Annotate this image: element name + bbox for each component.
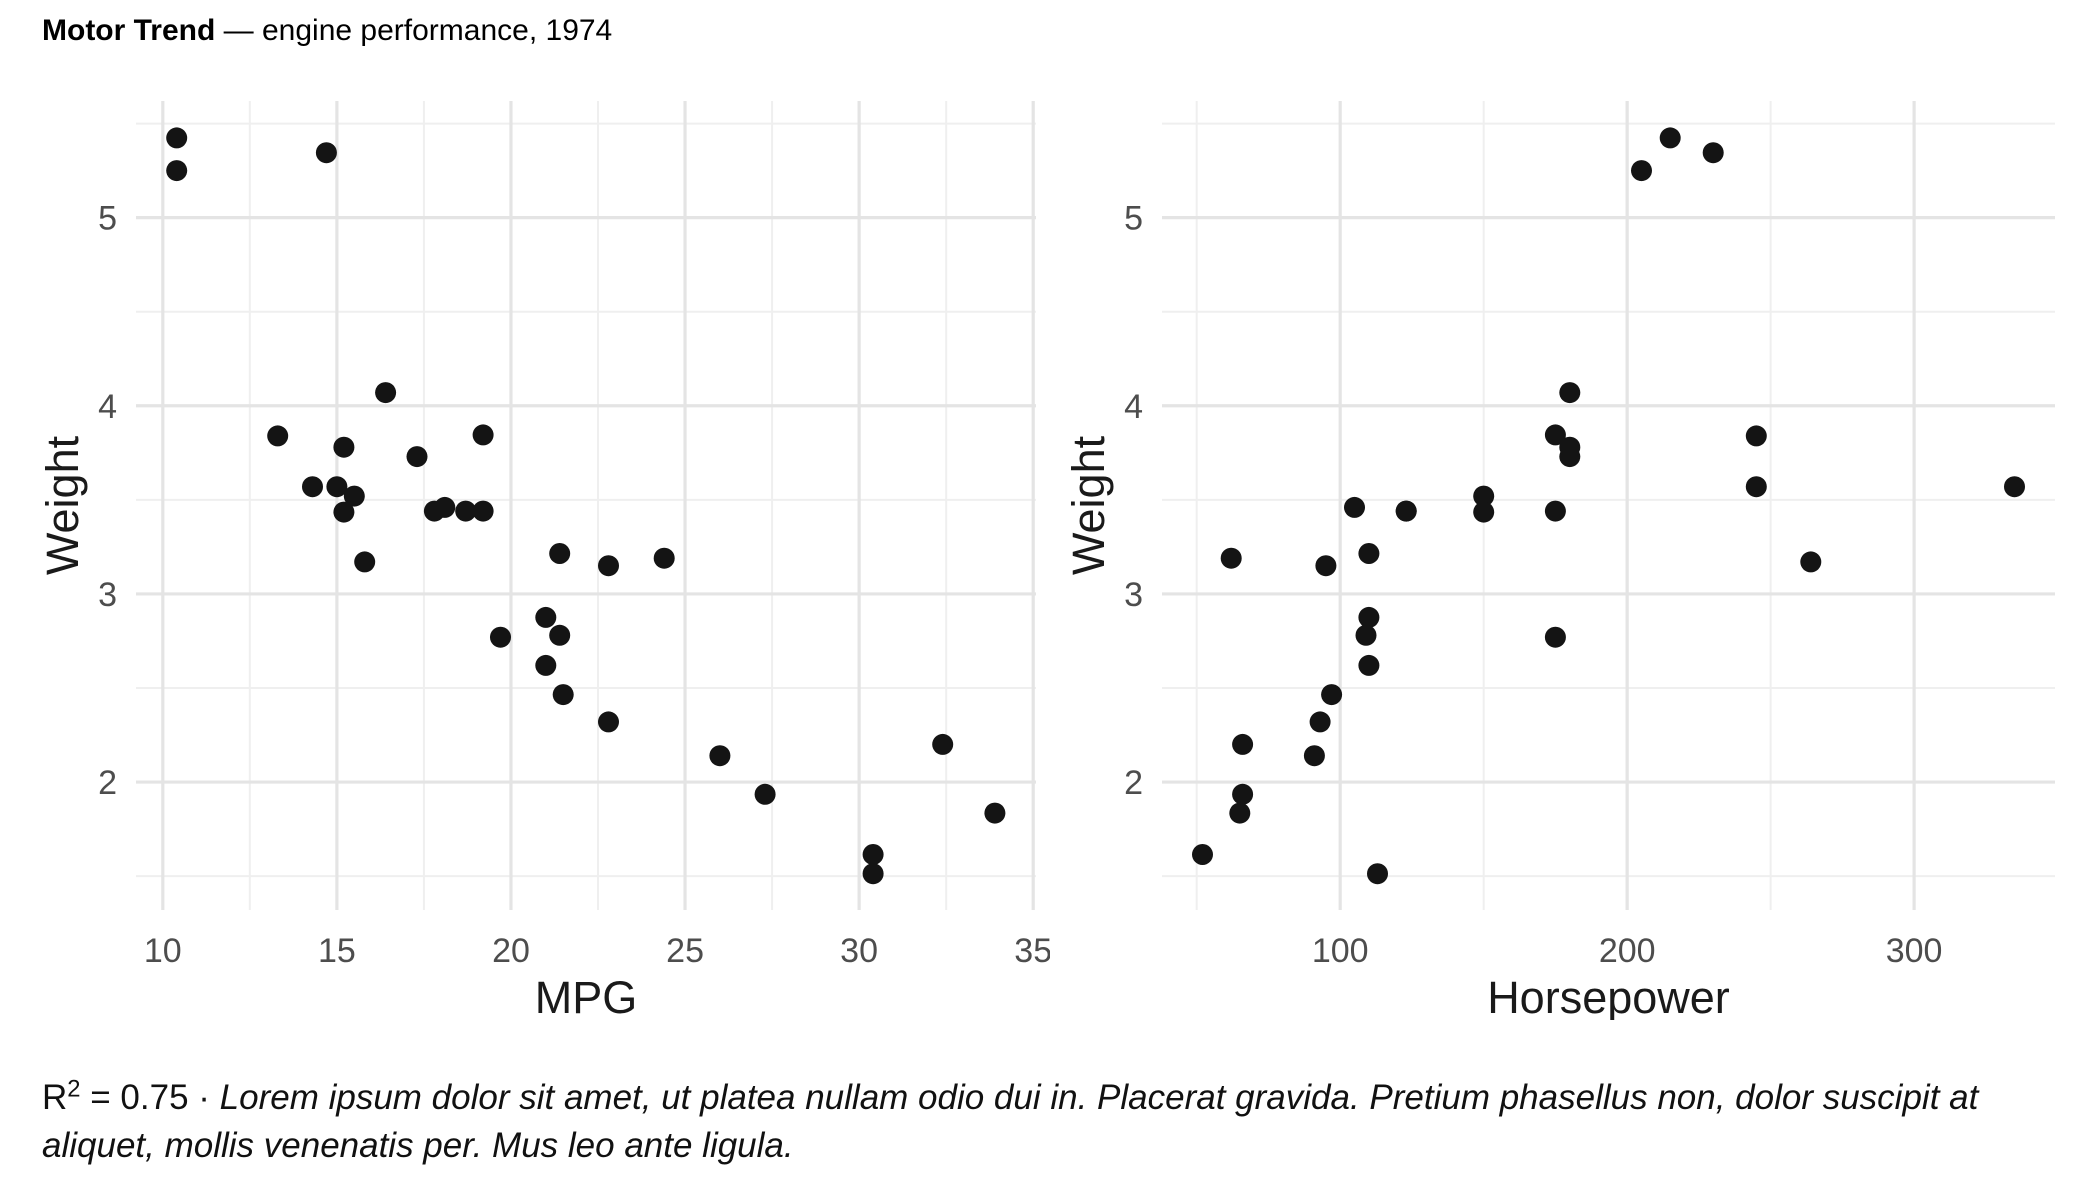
x-axis-title: MPG [535,972,638,1020]
data-point [2004,476,2025,498]
data-point [1473,501,1495,523]
y-axis-title: Weight [37,435,88,575]
caption-note: Lorem ipsum dolor sit amet, ut platea nu… [42,1078,1979,1165]
data-point [984,802,1006,824]
data-point [1321,684,1343,706]
data-point [535,654,557,676]
data-point [455,500,477,522]
scatter-plot-horsepower-weight: 100 200 300 2 3 4 5 Horsepower Weight [1063,101,2055,1020]
y-tick-label: 3 [98,576,117,614]
data-point [1355,624,1377,646]
x-tick-label: 30 [840,932,878,970]
data-point [423,500,445,522]
data-point [549,543,571,564]
y-tick-label: 2 [1124,764,1143,802]
y-tick-label: 3 [1124,576,1143,614]
data-point [406,446,428,468]
data-point [932,733,954,755]
scatter-plot-mpg-weight: 10 15 20 25 30 35 2 3 4 5 MPG Weight [37,101,1050,1020]
data-point [1559,382,1581,404]
data-point [166,160,188,182]
data-point [1559,436,1581,458]
x-axis-title: Horsepower [1487,972,1730,1020]
data-point [598,711,619,733]
x-tick-label: 35 [1014,932,1050,970]
y-tick-label: 5 [1124,200,1143,238]
caption-r-label: R [42,1078,68,1117]
data-point [472,500,494,522]
data-point [1745,476,1767,498]
data-point [326,476,348,498]
x-tick-label: 20 [492,932,530,970]
data-point [549,624,571,646]
data-point [1232,733,1254,755]
data-point [1702,142,1724,164]
y-tick-label: 5 [98,200,117,238]
data-point [598,555,619,577]
data-point [1544,424,1566,446]
caption: R2 = 0.75 · Lorem ipsum dolor sit amet, … [42,1074,2082,1170]
data-point [166,127,188,149]
data-point [1544,626,1566,648]
data-point [1631,160,1652,182]
data-point [754,783,776,805]
data-point [709,745,731,767]
data-point [315,142,337,164]
y-axis-title: Weight [1063,435,1114,575]
data-point [653,547,675,569]
data-point [490,626,511,648]
x-tick-label: 300 [1886,932,1943,970]
x-tick-label: 10 [144,932,182,970]
data-point [862,863,884,885]
x-tick-label: 200 [1599,932,1656,970]
x-tick-label: 25 [666,932,704,970]
data-point [1395,500,1417,522]
data-point [1303,745,1325,767]
data-point [1358,654,1380,676]
plots-container: 10 15 20 25 30 35 2 3 4 5 MPG Weight 100 200 300 2 3 4 5 H… [0,60,2100,1020]
data-point [1800,551,1822,573]
caption-r-value: = 0.75 · [80,1078,220,1117]
data-point [862,844,884,865]
x-tick-label: 100 [1312,932,1369,970]
y-tick-label: 2 [98,764,117,802]
data-point [333,436,355,458]
data-point [535,606,557,628]
data-point [1192,844,1213,865]
data-point [375,382,397,404]
y-tick-label: 4 [98,388,117,426]
data-point [1229,802,1251,824]
data-point [1358,543,1380,564]
data-point [472,424,494,446]
figure-title-subtitle: — engine performance, 1974 [215,14,613,47]
data-point [267,425,289,447]
data-point [1344,496,1365,518]
caption-r-exponent: 2 [67,1075,81,1103]
figure-title: Motor Trend — engine performance, 1974 [42,13,612,49]
data-point [552,684,574,706]
data-point [1315,555,1337,577]
data-point [1367,863,1388,885]
data-point [302,476,323,498]
data-point [1220,547,1242,569]
x-tick-label: 15 [318,932,356,970]
data-point [1473,485,1495,507]
data-point [333,501,355,523]
data-point [1358,606,1380,628]
data-point [1659,127,1681,149]
figure-title-bold: Motor Trend [42,14,216,47]
data-point [343,485,365,507]
data-point [1544,500,1566,522]
data-point [1745,425,1767,447]
data-point [1232,783,1254,805]
y-tick-label: 4 [1124,388,1143,426]
data-point [354,551,376,573]
data-point [1309,711,1331,733]
